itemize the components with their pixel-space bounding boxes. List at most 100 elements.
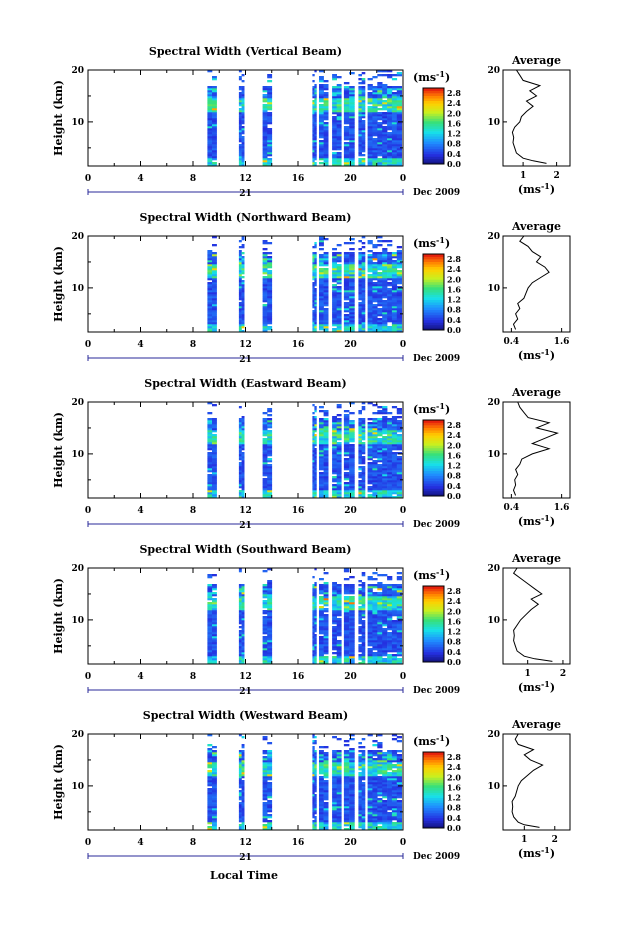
heatmap-cell (343, 324, 350, 327)
heatmap-cell (361, 586, 366, 589)
heatmap-cell (349, 122, 355, 125)
heatmap-cell (396, 606, 402, 609)
heatmap-cell (332, 248, 337, 251)
colorbar-swatch (423, 327, 444, 331)
heatmap-cell (343, 136, 350, 139)
heatmap-cell (372, 818, 378, 821)
heatmap-cell (377, 70, 383, 73)
heatmap-cell (396, 142, 402, 145)
heatmap-cell (377, 496, 383, 499)
heatmap-cell (267, 90, 273, 93)
heatmap-cell (343, 740, 350, 743)
heatmap-cell (212, 614, 217, 617)
heatmap-cell (212, 260, 217, 263)
heatmap-cell (358, 632, 362, 635)
heatmap-cell (358, 254, 362, 257)
heatmap-cell (332, 164, 337, 167)
heatmap-cell (336, 254, 342, 257)
heatmap-cell (332, 634, 337, 637)
heatmap-cell (349, 256, 355, 259)
heatmap-cell (367, 824, 373, 827)
heatmap-cell (391, 640, 398, 643)
heatmap-cell (267, 410, 273, 413)
heatmap-cell (372, 162, 378, 165)
heatmap-cell (387, 106, 393, 109)
heatmap-cell (323, 786, 329, 789)
heatmap-cell (262, 654, 268, 657)
heatmap-cell (262, 798, 268, 801)
heatmap-cell (343, 822, 350, 825)
heatmap-cell (387, 640, 393, 643)
heatmap-cell (367, 314, 373, 317)
heatmap-cell (241, 282, 245, 285)
heatmap-cell (332, 262, 337, 265)
heatmap-cell (372, 292, 378, 295)
heatmap-cell (207, 462, 213, 465)
heatmap-cell (212, 282, 217, 285)
heatmap-cell (377, 146, 383, 149)
heatmap-cell (343, 276, 350, 279)
heatmap-cell (343, 114, 350, 117)
colorbar-swatch (423, 113, 444, 117)
heatmap-cell (314, 306, 317, 309)
heatmap-cell (241, 428, 245, 431)
heatmap-cell (358, 296, 362, 299)
heatmap-cell (396, 478, 402, 481)
heatmap-cell (238, 252, 242, 255)
heatmap-cell (396, 128, 402, 131)
heatmap-cell (377, 160, 383, 163)
heatmap-cell (212, 268, 217, 271)
heatmap-cell (358, 614, 362, 617)
heatmap-cell (377, 634, 383, 637)
colorbar-swatch (423, 302, 444, 305)
heatmap-cell (323, 304, 329, 307)
heatmap-cell (372, 276, 378, 279)
heatmap-cell (372, 792, 378, 795)
heatmap-cell (377, 814, 383, 817)
heatmap-cell (382, 452, 388, 455)
heatmap-cell (336, 158, 342, 161)
heatmap-cell (377, 802, 383, 805)
heatmap-cell (361, 792, 366, 795)
heatmap-cell (372, 624, 378, 627)
heatmap-cell (396, 444, 402, 447)
heatmap-cell (241, 646, 245, 649)
heatmap-cell (212, 446, 217, 449)
heatmap-cell (332, 764, 337, 767)
heatmap-cell (332, 144, 337, 147)
heatmap-cell (319, 110, 324, 113)
heatmap-cell (343, 774, 350, 777)
heatmap-cell (391, 642, 398, 645)
heatmap-cell (319, 636, 324, 639)
heatmap-cell (382, 574, 388, 577)
heatmap-cell (358, 476, 362, 479)
heatmap-cell (323, 572, 329, 575)
heatmap-cell (262, 140, 268, 143)
heatmap-cell (212, 94, 217, 97)
heatmap-cell (332, 88, 337, 91)
heatmap-cell (387, 486, 393, 489)
heatmap-cell (358, 802, 362, 805)
average-y-tick-label: 10 (487, 450, 500, 460)
heatmap-cell (382, 638, 388, 641)
heatmap-cell (212, 448, 217, 451)
colorbar-swatch (423, 103, 444, 107)
heatmap-cell (332, 126, 337, 129)
heatmap-cell (367, 276, 373, 279)
heatmap-cell (349, 764, 355, 767)
heatmap-cell (312, 314, 315, 317)
heatmap-cell (361, 662, 366, 665)
heatmap-cell (319, 762, 324, 765)
heatmap-cell (372, 268, 378, 271)
heatmap-cell (314, 460, 317, 463)
heatmap-cell (358, 144, 362, 147)
heatmap-cell (262, 128, 268, 131)
heatmap-cell (343, 610, 350, 613)
heatmap-cell (391, 436, 398, 439)
heatmap-cell (267, 424, 273, 427)
heatmap-cell (314, 106, 317, 109)
heatmap-cell (336, 324, 342, 327)
heatmap-cell (396, 274, 402, 277)
heatmap-cell (372, 766, 378, 769)
heatmap-cell (358, 636, 362, 639)
